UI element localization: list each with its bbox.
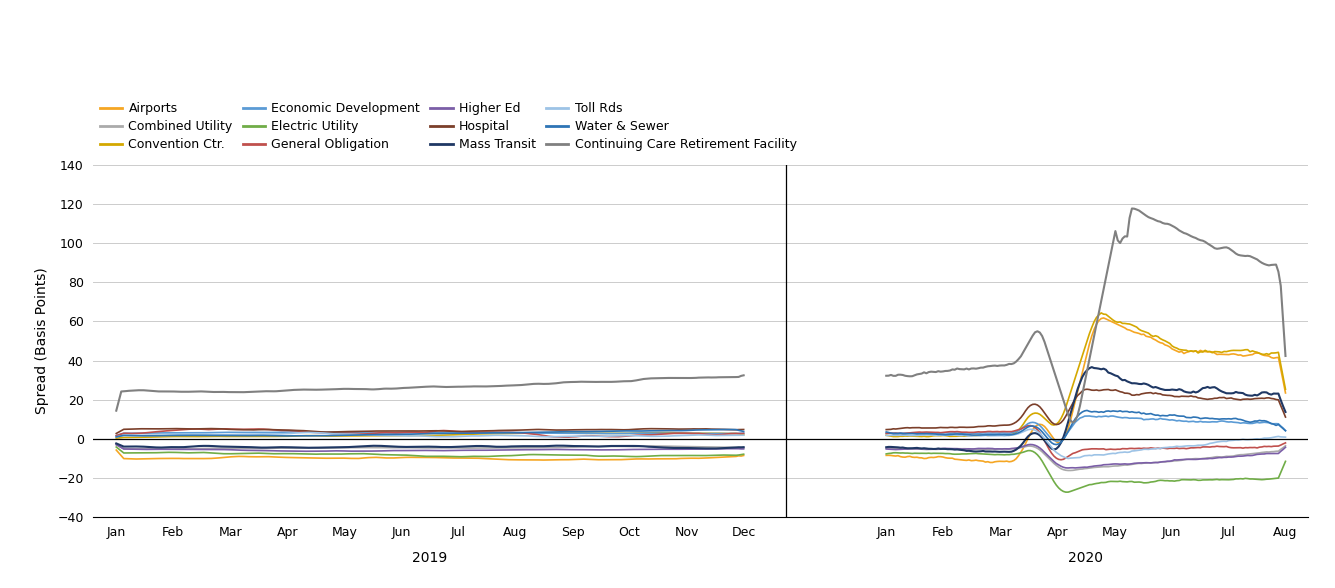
Y-axis label: Spread (Basis Points): Spread (Basis Points) [35,268,49,415]
Legend: Airports, Combined Utility, Convention Ctr., Economic Development, Electric Util: Airports, Combined Utility, Convention C… [100,102,797,151]
Text: 2019: 2019 [413,551,447,564]
Text: 2020: 2020 [1068,551,1103,564]
